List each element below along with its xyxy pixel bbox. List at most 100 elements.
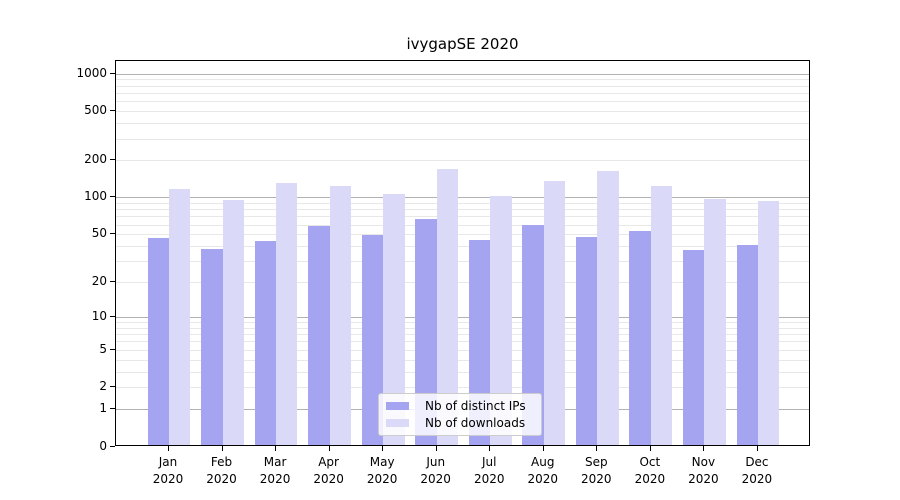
bar-distinct-ips-may: [361, 235, 384, 445]
bar-distinct-ips-nov: [683, 250, 705, 445]
y-tick-mark: [110, 72, 115, 74]
gridline-minor: [116, 349, 809, 351]
bar-distinct-ips-feb: [201, 248, 223, 445]
gridline-minor: [116, 123, 809, 125]
x-tick-mark: [756, 446, 758, 451]
bar-downloads-aug: [543, 181, 566, 445]
x-tick-mark: [703, 446, 705, 451]
bar-downloads-may: [383, 194, 405, 445]
y-tick-label: 50: [91, 226, 107, 241]
x-tick-label-apr: Apr 2020: [313, 455, 344, 486]
x-tick-label-aug: Aug 2020: [527, 455, 559, 486]
gridline-minor: [116, 85, 809, 87]
gridline-minor: [116, 282, 809, 284]
x-tick-label-dec: Dec 2020: [741, 455, 773, 486]
y-tick-mark: [110, 408, 115, 410]
gridline-minor: [116, 92, 809, 94]
x-tick-mark: [489, 446, 491, 451]
bar-downloads-sep: [597, 170, 619, 445]
gridline-minor: [116, 261, 809, 263]
x-tick-label-may: May 2020: [366, 455, 398, 486]
x-tick-mark: [328, 446, 330, 451]
legend-label-distinct-ips: Nb of distinct IPs: [425, 398, 526, 413]
y-tick-label: 1000: [76, 65, 107, 80]
gridline-minor: [116, 111, 809, 113]
y-tick-mark: [110, 281, 115, 283]
y-tick-label: 5: [99, 341, 107, 356]
y-tick-mark: [110, 316, 115, 318]
x-tick-mark: [275, 446, 277, 451]
legend-item-distinct-ips: Nb of distinct IPs: [386, 398, 533, 413]
bar-distinct-ips-sep: [575, 237, 598, 445]
x-tick-label-jan: Jan 2020: [152, 455, 184, 486]
legend-item-downloads: Nb of downloads: [386, 415, 533, 430]
gridline-minor: [116, 327, 809, 329]
y-tick-label: 100: [84, 189, 107, 204]
gridline-major: [116, 73, 809, 75]
x-tick-label-mar: Mar 2020: [259, 455, 291, 486]
gridline-minor: [116, 334, 809, 336]
chart-title: ivygapSE 2020: [406, 35, 519, 53]
bar-distinct-ips-oct: [629, 230, 651, 445]
legend-label-downloads: Nb of downloads: [425, 415, 526, 430]
gridline-minor: [116, 209, 809, 211]
bar-downloads-jun: [436, 169, 459, 445]
y-tick-mark: [110, 110, 115, 112]
bar-downloads-jul: [490, 195, 512, 445]
bar-downloads-apr: [329, 185, 351, 445]
gridline-major: [116, 317, 809, 319]
bar-downloads-mar: [276, 183, 298, 445]
bar-downloads-nov: [704, 199, 726, 445]
legend-swatch-downloads: [386, 419, 409, 427]
y-tick-label: 500: [84, 103, 107, 118]
bar-distinct-ips-mar: [254, 240, 277, 445]
y-tick-mark: [110, 196, 115, 198]
bar-distinct-ips-dec: [736, 244, 758, 445]
y-tick-mark: [110, 445, 115, 447]
gridline-minor: [116, 371, 809, 373]
x-tick-label-sep: Sep 2020: [581, 455, 612, 486]
gridline-minor: [116, 203, 809, 205]
x-tick-mark: [168, 446, 169, 451]
legend: Nb of distinct IPs Nb of downloads: [378, 393, 542, 436]
gridline-minor: [116, 246, 809, 248]
x-tick-mark: [221, 446, 223, 451]
y-tick-mark: [110, 386, 115, 388]
gridline-minor: [116, 101, 809, 103]
legend-swatch-distinct-ips: [386, 402, 409, 410]
gridline-minor: [116, 138, 809, 140]
x-tick-label-oct: Oct 2020: [634, 455, 666, 486]
x-tick-mark: [435, 446, 437, 451]
gridline-minor: [116, 79, 809, 81]
y-tick-label: 20: [91, 274, 107, 289]
x-tick-label-jul: Jul 2020: [473, 455, 505, 486]
gridline-minor: [116, 322, 809, 324]
y-tick-label: 1: [99, 401, 107, 416]
x-tick-mark: [542, 446, 544, 451]
y-tick-label: 2: [99, 379, 107, 394]
gridline-minor: [116, 224, 809, 226]
y-tick-label: 10: [91, 309, 107, 324]
x-tick-label-nov: Nov 2020: [688, 455, 719, 486]
bar-downloads-oct: [650, 186, 673, 445]
y-tick-mark: [110, 348, 115, 350]
x-tick-mark: [596, 446, 598, 451]
gridline-minor: [116, 359, 809, 361]
x-tick-label-jun: Jun 2020: [420, 455, 451, 486]
y-tick-label: 0: [99, 438, 107, 453]
bar-downloads-dec: [757, 201, 780, 445]
bar-downloads-jan: [169, 188, 191, 445]
gridline-minor: [116, 341, 809, 343]
y-tick-label: 200: [84, 152, 107, 167]
x-tick-mark: [382, 446, 384, 451]
gridline-major: [116, 197, 809, 199]
bar-distinct-ips-apr: [308, 225, 330, 445]
y-tick-mark: [110, 159, 115, 161]
gridline-minor: [116, 160, 809, 162]
x-tick-label-feb: Feb 2020: [206, 455, 237, 486]
y-tick-mark: [110, 233, 115, 235]
gridline-minor: [116, 387, 809, 389]
bar-distinct-ips-jan: [147, 238, 169, 445]
gridline-minor: [116, 216, 809, 218]
